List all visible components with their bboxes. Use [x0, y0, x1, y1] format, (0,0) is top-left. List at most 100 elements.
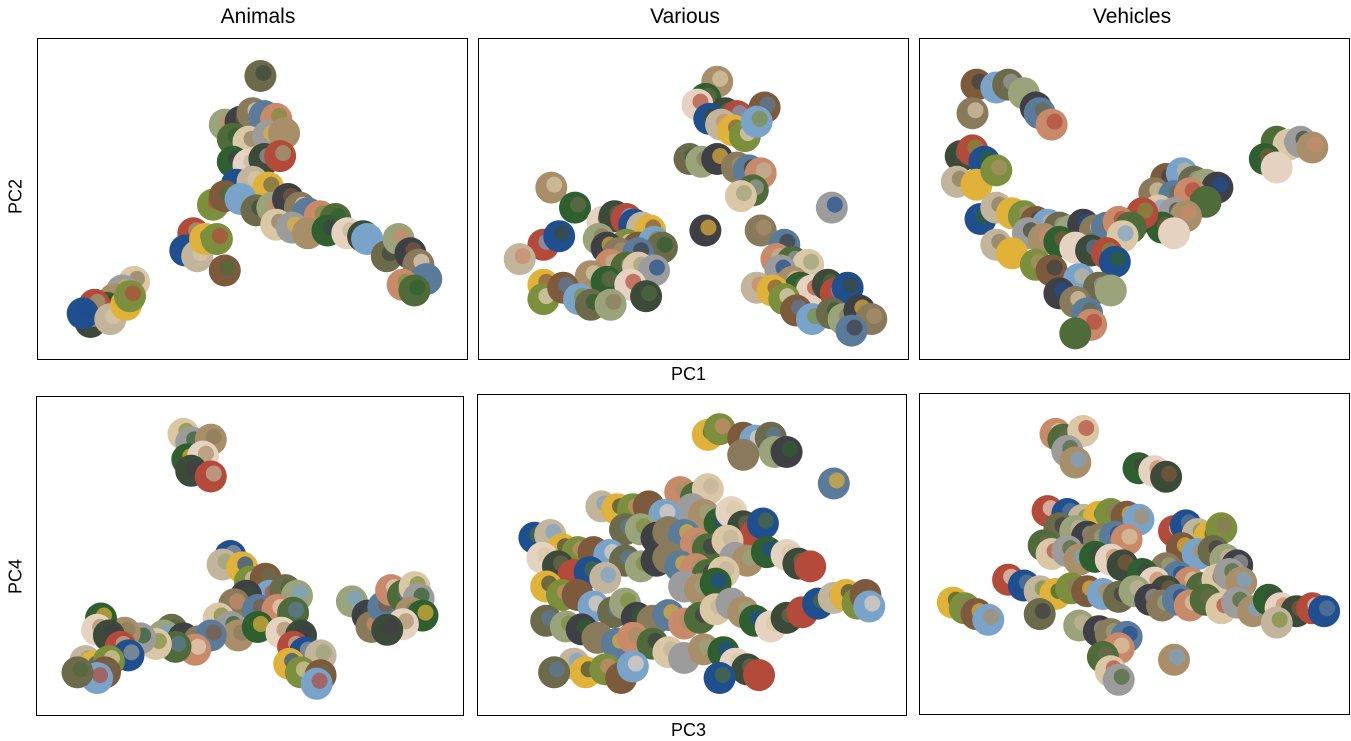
thumbnail-detail — [409, 279, 426, 296]
thumbnail-detail — [1216, 517, 1233, 534]
thumbnail-detail — [1161, 465, 1178, 482]
data-points — [936, 415, 1341, 696]
thumbnail-detail — [1236, 571, 1253, 588]
thumbnail-detail — [125, 285, 141, 302]
column-title-various: Various — [650, 5, 720, 28]
thumbnail-detail — [983, 608, 1000, 625]
thumbnail-detail — [738, 443, 755, 460]
thumbnail-detail — [362, 228, 379, 244]
thumbnail-detail — [1271, 611, 1288, 628]
thumbnail-detail — [700, 219, 717, 236]
thumbnail-detail — [656, 236, 673, 253]
thumbnail-detail — [205, 624, 222, 641]
panel-frame — [36, 396, 464, 716]
thumbnail-detail — [735, 185, 752, 202]
panel-frame — [37, 38, 468, 360]
x-axis-label-pc1: PC1 — [671, 364, 707, 384]
panel-frame — [478, 38, 909, 360]
thumbnail-detail — [627, 655, 644, 672]
thumbnail-detail — [252, 616, 269, 632]
thumbnail-detail — [514, 248, 531, 265]
thumbnail-detail — [712, 70, 729, 87]
thumbnail-detail — [170, 635, 187, 652]
thumbnail-detail — [417, 604, 434, 621]
thumbnail-detail — [866, 308, 883, 325]
thumbnail-detail — [315, 644, 332, 661]
thumbnail-detail — [1169, 648, 1185, 665]
thumbnail-detail — [92, 667, 109, 684]
thumbnail-detail — [219, 259, 236, 276]
thumbnail-detail — [1137, 202, 1154, 219]
thumbnail-detail — [649, 259, 665, 276]
thumbnail-detail — [722, 529, 739, 546]
thumbnail-detail — [1169, 222, 1185, 239]
thumbnail-detail — [1105, 279, 1122, 296]
panel-frame — [919, 393, 1350, 715]
thumbnail-detail — [229, 593, 246, 610]
thumbnail-detail — [288, 601, 305, 618]
thumbnail-detail — [1180, 205, 1197, 222]
thumbnail-detail — [641, 285, 658, 302]
scatter-panel-various-pc1-pc2 — [478, 38, 909, 360]
scatter-panel-various-pc3-pc4 — [477, 394, 907, 716]
thumbnail-detail — [755, 162, 772, 179]
thumbnail-detail — [1086, 313, 1103, 330]
thumbnail-detail — [1133, 508, 1150, 525]
thumbnail-detail — [1117, 225, 1134, 242]
thumbnail-detail — [659, 504, 676, 520]
thumbnail-detail — [263, 176, 280, 193]
thumbnail-detail — [991, 159, 1008, 176]
thumbnail-detail — [842, 276, 859, 293]
thumbnail-detail — [546, 176, 563, 193]
thumbnail-detail — [255, 65, 272, 81]
scatter-panel-vehicles-pc1-pc2 — [919, 38, 1350, 360]
data-points — [66, 60, 443, 338]
thumbnail-detail — [292, 584, 308, 601]
thumbnail-detail — [1271, 156, 1288, 173]
thumbnail-detail — [77, 302, 94, 319]
panel-frame — [477, 394, 907, 716]
thumbnail-detail — [1078, 420, 1095, 436]
thumbnail-detail — [1307, 136, 1324, 153]
thumbnail-detail — [1109, 250, 1126, 267]
thumbnail-detail — [1046, 259, 1063, 276]
thumbnail-detail — [702, 478, 719, 495]
thumbnail-detail — [846, 319, 863, 336]
panel-frame — [919, 38, 1350, 360]
thumbnail-detail — [601, 270, 618, 287]
thumbnail-detail — [1121, 528, 1138, 545]
thumbnail-detail — [211, 228, 228, 244]
thumbnail-detail — [1046, 113, 1063, 130]
thumbnail-detail — [275, 145, 292, 162]
scatter-panel-animals-pc3-pc4 — [36, 396, 464, 716]
thumbnail-detail — [260, 567, 277, 584]
thumbnail-detail — [1212, 176, 1229, 193]
column-title-animals: Animals — [220, 5, 296, 28]
data-points — [518, 413, 886, 694]
thumbnail-detail — [781, 441, 798, 457]
thumbnail-detail — [1113, 637, 1130, 654]
thumbnail-detail — [570, 196, 586, 213]
thumbnail-detail — [205, 428, 222, 445]
data-points — [503, 65, 888, 347]
thumbnail-detail — [967, 102, 984, 119]
thumbnail-detail — [757, 512, 774, 529]
thumbnail-detail — [751, 110, 768, 127]
data-points — [61, 417, 439, 700]
thumbnail-detail — [864, 595, 881, 612]
thumbnail-detail — [1200, 190, 1217, 207]
thumbnail-detail — [190, 638, 207, 655]
column-title-vehicles: Vehicles — [1092, 5, 1172, 28]
thumbnail-detail — [1070, 451, 1087, 468]
thumbnail-detail — [605, 293, 622, 310]
thumbnail-detail — [755, 219, 772, 236]
thumbnail-detail — [828, 472, 845, 489]
thumbnail-detail — [311, 672, 328, 689]
y-axis-label-pc4: PC4 — [5, 559, 26, 595]
data-points — [940, 68, 1329, 350]
thumbnail-detail — [1034, 603, 1051, 620]
y-axis-label-pc2: PC2 — [5, 179, 26, 215]
thumbnail-detail — [1319, 600, 1336, 617]
thumbnail-detail — [826, 196, 843, 213]
thumbnail-detail — [805, 555, 822, 572]
